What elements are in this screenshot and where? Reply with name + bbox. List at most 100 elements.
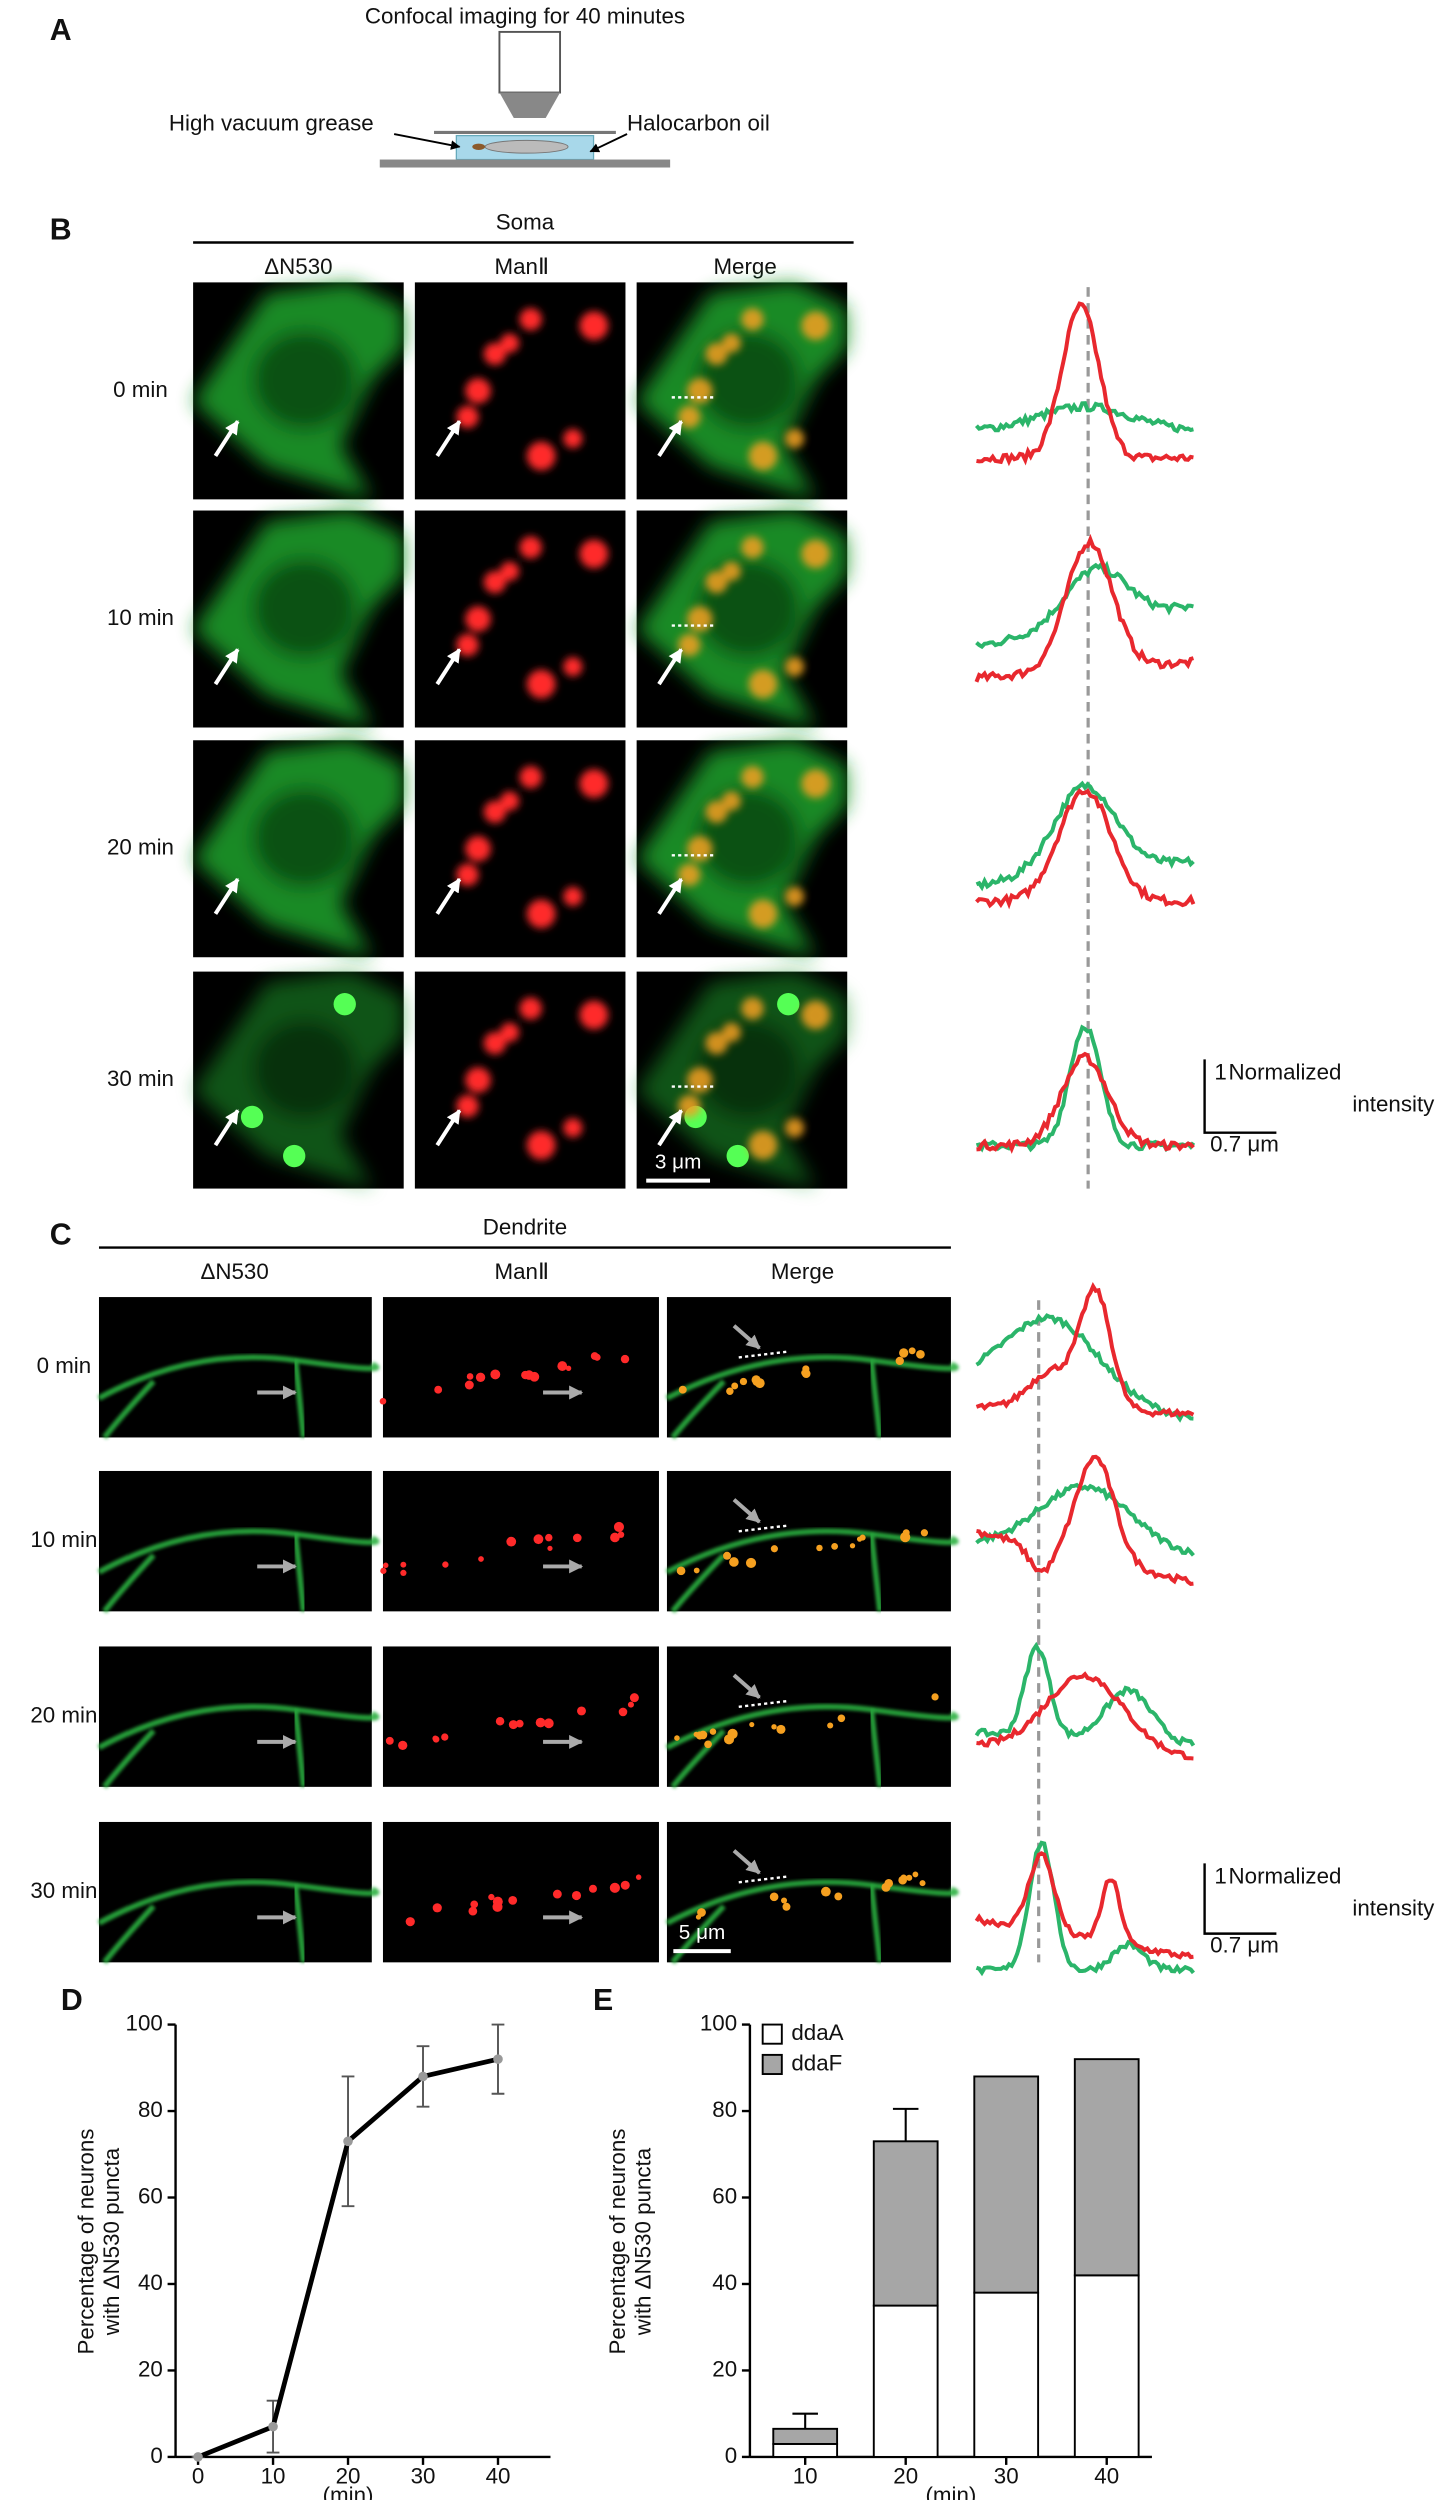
y-tick-label: 40 [138, 2270, 163, 2295]
red-channel [456, 536, 609, 699]
golgi [748, 441, 778, 471]
y-tick-label: 60 [712, 2183, 737, 2208]
golgi [579, 539, 609, 569]
golgi [801, 311, 830, 341]
golgi-outpost [590, 1352, 599, 1360]
micrograph [665, 1646, 959, 1789]
data-point [343, 2136, 353, 2147]
micrograph [380, 1470, 659, 1612]
golgi-outpost [697, 1908, 706, 1917]
intensity-profile [976, 1454, 1194, 1586]
golgi [563, 886, 583, 907]
golgi-outpost [466, 1373, 474, 1380]
golgi-outpost [635, 1874, 642, 1880]
column-header: ManⅡ [495, 254, 549, 279]
golgi-outpost [749, 1721, 755, 1728]
golgi-outpost [769, 1892, 779, 1902]
golgi [500, 791, 520, 811]
golgi [456, 1094, 479, 1118]
panel-label: E [593, 1984, 613, 2017]
golgi-outpost [618, 1707, 628, 1717]
panel-a-drawing [379, 30, 671, 168]
golgi-outpost [577, 1706, 586, 1716]
micrograph [97, 1470, 380, 1614]
golgi-outpost [470, 1900, 479, 1909]
micrograph [414, 510, 626, 728]
golgi-outpost [678, 1385, 687, 1394]
nucleus [252, 1019, 358, 1120]
dendrite [97, 1354, 380, 1401]
y-tick-label: 40 [712, 2270, 737, 2295]
panel-label: C [50, 1218, 72, 1251]
dendrite [102, 1728, 156, 1789]
micrograph [97, 1646, 380, 1789]
golgi-outpost [571, 1890, 582, 1901]
golgi-outpost [695, 1731, 704, 1740]
error-bar [792, 2412, 818, 2429]
arrow [435, 1109, 462, 1147]
golgi-outpost [704, 1740, 712, 1749]
golgi [687, 378, 713, 404]
golgi-outpost [821, 1886, 831, 1897]
bar [973, 2291, 1040, 2458]
y-tick-label: 20 [712, 2356, 737, 2381]
golgi-outpost [508, 1895, 518, 1905]
data-point [268, 2421, 278, 2432]
golgi-outpost [441, 1733, 449, 1741]
golgi [465, 1067, 491, 1093]
intensity-profile [974, 1851, 1194, 1960]
y-tick-label: 0 [150, 2443, 162, 2468]
intensity-profile [975, 1840, 1195, 1977]
bar [1073, 2274, 1140, 2458]
data-point [493, 2054, 503, 2064]
x-tick-label: 30 [994, 2464, 1019, 2489]
golgi [579, 769, 609, 799]
golgi-outpost [776, 1724, 786, 1734]
micrograph [97, 1297, 380, 1440]
red-channel [456, 765, 609, 929]
heading-rules [98, 241, 951, 1249]
intensity-profile [975, 560, 1194, 650]
golgi [526, 441, 556, 471]
panel-a-title: Confocal imaging for 40 minutes [365, 3, 685, 28]
golgi [465, 378, 491, 404]
column-header: Merge [713, 254, 776, 279]
x-tick-label: 40 [486, 2464, 511, 2489]
golgi [526, 669, 556, 699]
golgi-outpost [726, 1387, 734, 1395]
golgi [687, 1067, 713, 1093]
scale-y-label: 1 [1214, 1864, 1226, 1889]
micrograph [382, 1821, 659, 1963]
golgi [483, 1032, 507, 1055]
scale-bar-label: 3 μm [655, 1151, 702, 1174]
x-tick-label: 20 [336, 2464, 361, 2489]
golgi [741, 997, 764, 1020]
puncta [283, 1144, 306, 1168]
dendrite [102, 1379, 156, 1440]
golgi-outpost [400, 1561, 407, 1568]
x-tick-label: 10 [793, 2464, 818, 2489]
arrow [435, 877, 462, 915]
golgi [785, 1118, 805, 1138]
image-background [382, 1821, 659, 1963]
dendrite [292, 1884, 307, 1963]
scale-y-name: intensity [1352, 1896, 1435, 1921]
golgi [579, 311, 609, 341]
golgi-outpost [816, 1544, 823, 1552]
micrograph [414, 740, 626, 958]
golgi-outpost [827, 1722, 834, 1729]
scale-y-name: Normalized [1229, 1060, 1342, 1085]
intensity-profile [976, 1051, 1195, 1154]
golgi-outpost [739, 1377, 748, 1386]
golgi [705, 800, 728, 824]
golgi-outpost [398, 1740, 408, 1751]
golgi [801, 539, 830, 569]
micrograph [379, 1297, 659, 1438]
y-tick-label: 100 [126, 2010, 163, 2035]
y-tick-label: 0 [725, 2443, 737, 2468]
x-tick-label: 40 [1094, 2464, 1119, 2489]
golgi-outpost [912, 1871, 919, 1878]
golgi-outpost [919, 1880, 926, 1887]
golgi-outpost [729, 1557, 739, 1567]
